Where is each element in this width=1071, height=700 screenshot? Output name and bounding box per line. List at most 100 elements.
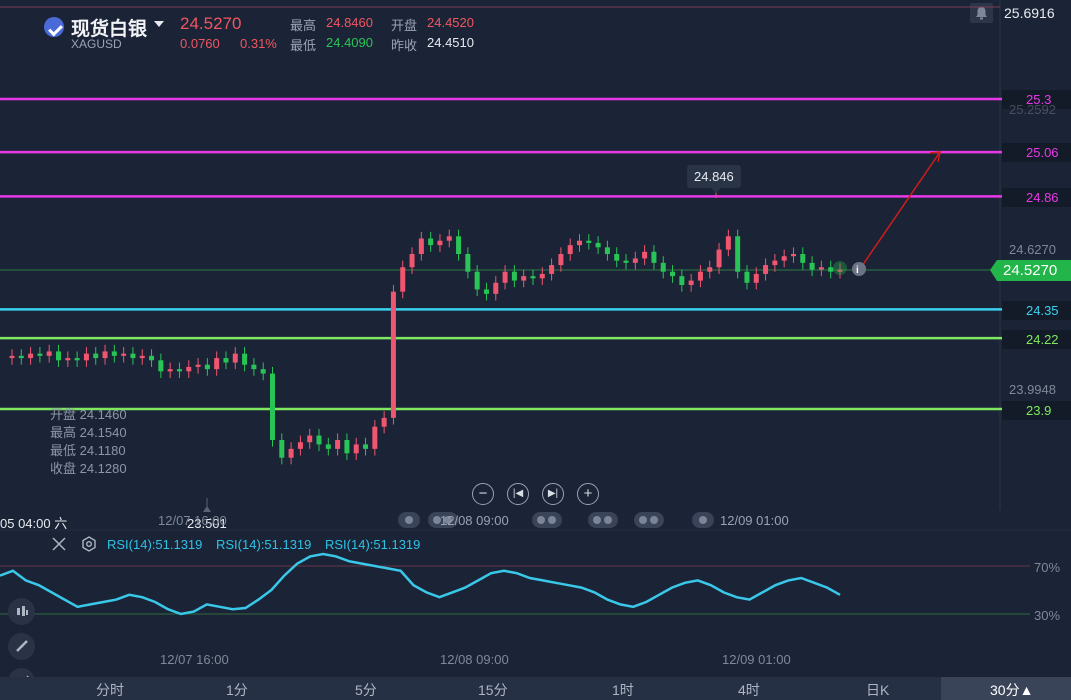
period-tab-15m[interactable]: 15分 [478, 682, 508, 698]
candle-body[interactable] [493, 282, 499, 294]
candle-body[interactable] [595, 242, 601, 248]
candle-body[interactable] [251, 364, 257, 370]
candle-body[interactable] [167, 369, 173, 372]
candle-body[interactable] [56, 351, 62, 361]
candle-body[interactable] [456, 236, 462, 254]
candle-body[interactable] [335, 440, 341, 449]
candle-body[interactable] [800, 254, 806, 263]
alarm-bell-button[interactable] [970, 3, 993, 23]
candle-body[interactable] [735, 236, 741, 272]
candle-body[interactable] [149, 355, 155, 361]
zoom-out-button[interactable]: − [472, 483, 494, 505]
candle-body[interactable] [483, 289, 489, 294]
zoom-in-button[interactable]: + [577, 483, 599, 505]
candle-body[interactable] [502, 271, 508, 283]
candle-body[interactable] [744, 271, 750, 283]
candle-body[interactable] [642, 251, 648, 259]
info-icon[interactable] [852, 262, 866, 276]
candle-body[interactable] [325, 444, 331, 449]
candle-body[interactable] [725, 236, 731, 250]
candle-body[interactable] [670, 271, 676, 277]
candle-body[interactable] [18, 355, 24, 359]
candle-body[interactable] [400, 267, 406, 292]
chevron-down-icon[interactable] [154, 21, 164, 27]
candle-body[interactable] [111, 351, 117, 356]
candle-body[interactable] [390, 291, 396, 418]
candle-body[interactable] [214, 358, 220, 370]
event-marker[interactable] [692, 512, 714, 528]
candle-body[interactable] [418, 238, 424, 255]
period-tab-1m[interactable]: 1分 [226, 682, 248, 698]
candle-body[interactable] [65, 358, 71, 361]
candle-body[interactable] [530, 276, 536, 279]
candle-body[interactable] [28, 353, 34, 359]
candle-body[interactable] [558, 254, 564, 266]
candle-body[interactable] [716, 249, 722, 268]
event-marker[interactable] [398, 512, 420, 528]
event-marker[interactable] [532, 512, 562, 528]
candle-body[interactable] [158, 360, 164, 372]
candle-body[interactable] [130, 353, 136, 359]
period-tab-4h[interactable]: 4时 [738, 682, 760, 698]
candle-body[interactable] [446, 236, 452, 241]
candle-body[interactable] [521, 276, 527, 281]
candle-body[interactable] [614, 254, 620, 261]
indicator-tool-button[interactable] [8, 598, 35, 625]
draw-tool-button[interactable] [8, 633, 35, 660]
candle-body[interactable] [586, 240, 592, 243]
candle-body[interactable] [688, 280, 694, 285]
candle-body[interactable] [269, 373, 275, 440]
period-tab-1h[interactable]: 1时 [612, 682, 634, 698]
settings-icon[interactable] [81, 536, 97, 552]
candle-body[interactable] [679, 276, 685, 285]
candle-body[interactable] [353, 444, 359, 454]
candle-body[interactable] [9, 355, 15, 359]
candle-body[interactable] [372, 426, 378, 449]
candle-body[interactable] [474, 271, 480, 290]
candle-body[interactable] [781, 256, 787, 261]
candle-body[interactable] [288, 448, 294, 458]
candle-body[interactable] [567, 245, 573, 254]
candle-body[interactable] [186, 366, 192, 372]
candle-body[interactable] [307, 435, 313, 443]
candle-body[interactable] [707, 267, 713, 272]
candle-body[interactable] [232, 353, 238, 363]
candle-body[interactable] [623, 260, 629, 263]
candle-body[interactable] [632, 258, 638, 263]
candle-body[interactable] [818, 267, 824, 270]
candle-body[interactable] [437, 240, 443, 246]
candle-body[interactable] [660, 262, 666, 272]
candle-body[interactable] [604, 247, 610, 254]
event-marker[interactable] [428, 512, 458, 528]
event-marker[interactable] [634, 512, 664, 528]
candle-body[interactable] [223, 358, 229, 363]
period-tab-daily[interactable]: 日K [866, 682, 890, 698]
candle-body[interactable] [363, 444, 369, 449]
candle-body[interactable] [37, 353, 43, 356]
candle-body[interactable] [46, 351, 52, 356]
candle-body[interactable] [651, 251, 657, 263]
candle-body[interactable] [428, 238, 434, 246]
close-icon[interactable] [51, 536, 67, 552]
candle-body[interactable] [83, 353, 89, 361]
candle-body[interactable] [316, 435, 322, 445]
candle-body[interactable] [753, 273, 759, 283]
candle-body[interactable] [176, 369, 182, 372]
candle-body[interactable] [195, 364, 201, 367]
candle-body[interactable] [139, 355, 145, 359]
candle-body[interactable] [297, 442, 303, 449]
candle-body[interactable] [102, 351, 108, 359]
jump-start-button[interactable]: |◀ [507, 483, 529, 505]
candle-body[interactable] [381, 417, 387, 427]
jump-end-button[interactable]: ▶| [542, 483, 564, 505]
candle-body[interactable] [763, 265, 769, 274]
candle-body[interactable] [465, 254, 471, 272]
candle-body[interactable] [242, 353, 248, 365]
candle-body[interactable] [409, 254, 415, 268]
candle-body[interactable] [772, 260, 778, 266]
candle-body[interactable] [121, 353, 127, 356]
candle-body[interactable] [260, 369, 266, 374]
candle-body[interactable] [809, 262, 815, 270]
candle-body[interactable] [93, 353, 99, 359]
